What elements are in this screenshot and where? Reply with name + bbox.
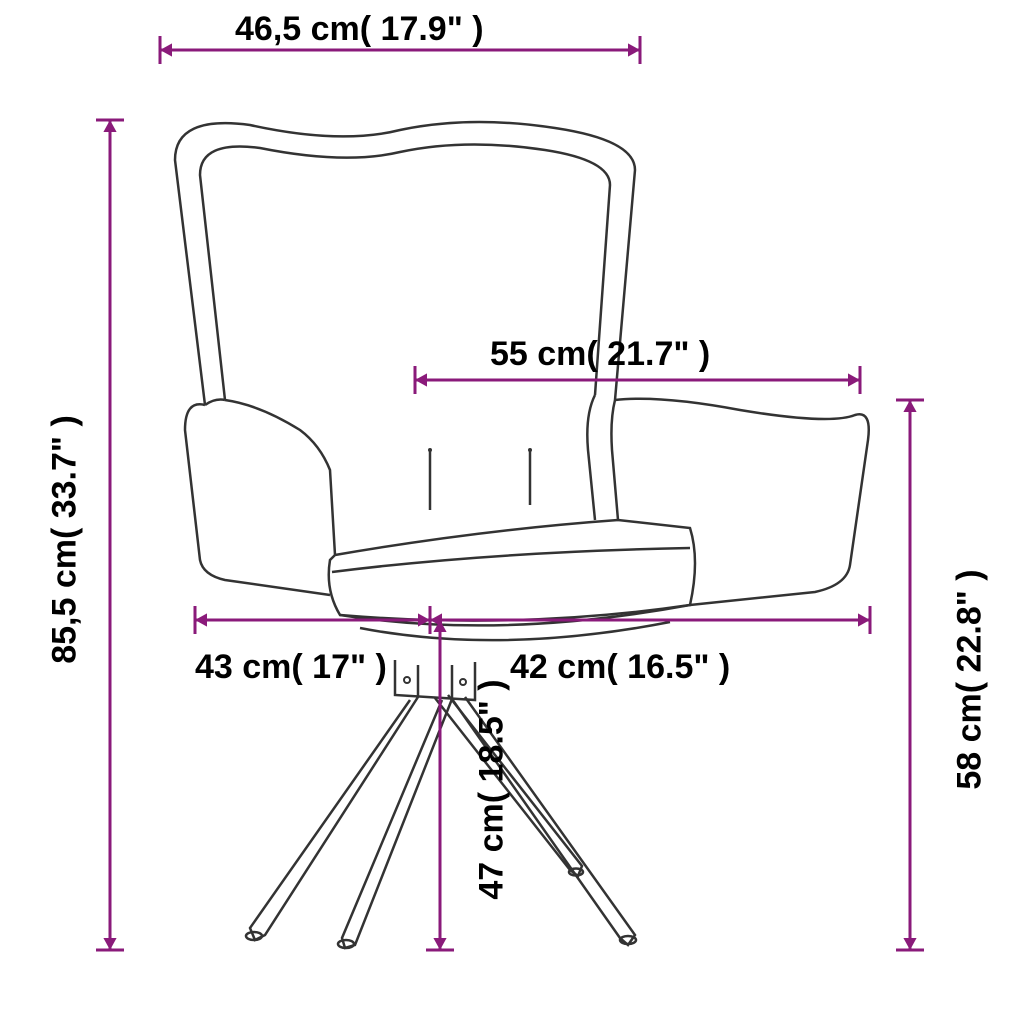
diagram-stage: 46,5 cm( 17.9" ) 55 cm( 21.7" ) 43 cm( 1… [0,0,1024,1024]
chair-outline [175,122,869,948]
diagram-svg [0,0,1024,1024]
dimension-lines [96,36,924,950]
